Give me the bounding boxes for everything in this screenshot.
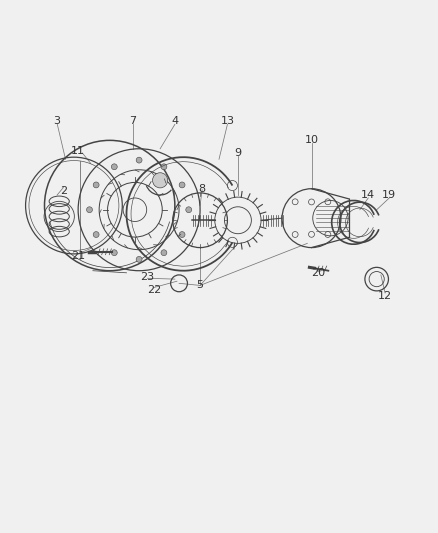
Circle shape	[136, 157, 142, 163]
Text: 19: 19	[382, 190, 396, 200]
Text: 12: 12	[378, 291, 392, 301]
Circle shape	[186, 207, 192, 213]
Circle shape	[93, 232, 99, 238]
Text: 13: 13	[220, 116, 234, 126]
Circle shape	[161, 164, 167, 169]
Text: 14: 14	[361, 190, 375, 200]
Text: 20: 20	[311, 268, 325, 278]
Text: 11: 11	[71, 146, 85, 156]
Text: 3: 3	[53, 116, 60, 126]
Circle shape	[179, 232, 185, 238]
Circle shape	[111, 164, 117, 169]
Text: 10: 10	[304, 135, 318, 146]
Text: 22: 22	[147, 285, 161, 295]
Circle shape	[179, 182, 185, 188]
Text: 5: 5	[197, 280, 204, 290]
Circle shape	[136, 256, 142, 262]
Text: 21: 21	[71, 251, 85, 261]
Circle shape	[93, 182, 99, 188]
Circle shape	[87, 207, 92, 213]
Text: 9: 9	[234, 148, 241, 158]
Circle shape	[161, 250, 167, 256]
Circle shape	[111, 250, 117, 256]
Text: 23: 23	[141, 272, 155, 282]
Text: 2: 2	[60, 186, 67, 196]
Text: 8: 8	[198, 184, 206, 193]
Text: 4: 4	[171, 116, 178, 126]
Text: 7: 7	[129, 116, 136, 126]
Circle shape	[152, 173, 168, 188]
